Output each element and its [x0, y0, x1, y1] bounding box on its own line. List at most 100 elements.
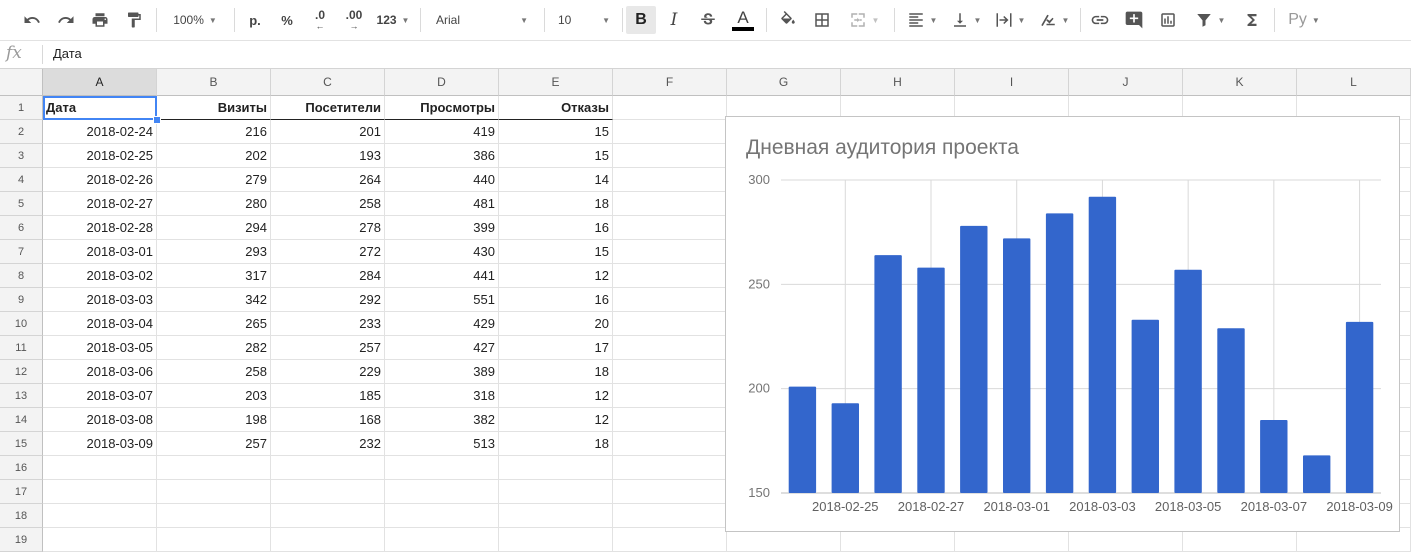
empty-cell[interactable]	[613, 528, 727, 552]
empty-cell[interactable]	[613, 216, 727, 240]
paint-format-button[interactable]	[120, 6, 148, 34]
formula-input[interactable]: Дата	[53, 46, 82, 61]
table-cell[interactable]: 294	[157, 216, 271, 240]
empty-cell[interactable]	[613, 264, 727, 288]
text-wrap-button[interactable]: ▼	[990, 6, 1030, 34]
empty-cell[interactable]	[613, 336, 727, 360]
row-header[interactable]: 13	[0, 384, 43, 408]
filter-button[interactable]: ▼	[1188, 6, 1232, 34]
more-formats-button[interactable]: 123 ▼	[374, 6, 412, 34]
table-cell[interactable]: 419	[385, 120, 499, 144]
table-cell[interactable]: 2018-03-05	[43, 336, 157, 360]
table-cell[interactable]: 258	[271, 192, 385, 216]
empty-cell[interactable]	[613, 240, 727, 264]
table-cell[interactable]: 17	[499, 336, 613, 360]
table-cell[interactable]: 389	[385, 360, 499, 384]
table-cell[interactable]: 20	[499, 312, 613, 336]
column-header-d[interactable]: D	[385, 69, 499, 96]
table-cell[interactable]: 2018-03-09	[43, 432, 157, 456]
table-cell[interactable]: 399	[385, 216, 499, 240]
table-cell[interactable]: 2018-03-03	[43, 288, 157, 312]
vertical-align-button[interactable]: ▼	[946, 6, 986, 34]
empty-cell[interactable]	[385, 480, 499, 504]
insert-chart-button[interactable]	[1154, 6, 1182, 34]
table-cell[interactable]: 198	[157, 408, 271, 432]
table-cell[interactable]: 18	[499, 192, 613, 216]
table-cell[interactable]: 280	[157, 192, 271, 216]
empty-cell[interactable]	[157, 504, 271, 528]
row-header[interactable]: 9	[0, 288, 43, 312]
table-cell[interactable]: 551	[385, 288, 499, 312]
empty-cell[interactable]	[613, 384, 727, 408]
empty-cell[interactable]	[271, 504, 385, 528]
table-cell[interactable]: 12	[499, 264, 613, 288]
functions-button[interactable]	[1238, 6, 1266, 34]
insert-link-button[interactable]	[1086, 6, 1114, 34]
empty-cell[interactable]	[613, 432, 727, 456]
zoom-select[interactable]: 100% ▼	[164, 6, 226, 34]
column-header-h[interactable]: H	[841, 69, 955, 96]
fill-handle[interactable]	[153, 116, 161, 124]
header-cell[interactable]: Посетители	[271, 96, 385, 120]
table-cell[interactable]: 265	[157, 312, 271, 336]
row-header[interactable]: 7	[0, 240, 43, 264]
empty-cell[interactable]	[499, 504, 613, 528]
empty-cell[interactable]	[157, 456, 271, 480]
empty-cell[interactable]	[499, 456, 613, 480]
column-header-j[interactable]: J	[1069, 69, 1183, 96]
row-header[interactable]: 16	[0, 456, 43, 480]
empty-cell[interactable]	[613, 168, 727, 192]
table-cell[interactable]: 441	[385, 264, 499, 288]
table-cell[interactable]: 272	[271, 240, 385, 264]
decrease-decimals-button[interactable]: .0 ←	[306, 6, 334, 34]
borders-button[interactable]	[808, 6, 836, 34]
strikethrough-button[interactable]	[694, 6, 722, 34]
row-header[interactable]: 6	[0, 216, 43, 240]
table-cell[interactable]: 15	[499, 240, 613, 264]
empty-cell[interactable]	[613, 480, 727, 504]
column-header-f[interactable]: F	[613, 69, 727, 96]
table-cell[interactable]: 2018-03-07	[43, 384, 157, 408]
table-cell[interactable]: 427	[385, 336, 499, 360]
undo-button[interactable]	[18, 6, 46, 34]
table-cell[interactable]: 429	[385, 312, 499, 336]
table-cell[interactable]: 14	[499, 168, 613, 192]
row-header[interactable]: 10	[0, 312, 43, 336]
column-header-a[interactable]: A	[43, 69, 157, 96]
table-cell[interactable]: 2018-03-08	[43, 408, 157, 432]
row-header[interactable]: 8	[0, 264, 43, 288]
empty-cell[interactable]	[613, 96, 727, 120]
row-header[interactable]: 19	[0, 528, 43, 552]
table-cell[interactable]: 168	[271, 408, 385, 432]
merge-cells-button[interactable]: ▼	[842, 6, 886, 34]
empty-cell[interactable]	[613, 288, 727, 312]
row-header[interactable]: 15	[0, 432, 43, 456]
empty-cell[interactable]	[613, 408, 727, 432]
table-cell[interactable]: 317	[157, 264, 271, 288]
header-cell[interactable]: Отказы	[499, 96, 613, 120]
empty-cell[interactable]	[271, 528, 385, 552]
table-cell[interactable]: 216	[157, 120, 271, 144]
bold-button[interactable]: B	[626, 6, 656, 34]
empty-cell[interactable]	[271, 456, 385, 480]
table-cell[interactable]: 318	[385, 384, 499, 408]
empty-cell[interactable]	[613, 192, 727, 216]
table-cell[interactable]: 202	[157, 144, 271, 168]
empty-cell[interactable]	[157, 480, 271, 504]
row-header[interactable]: 14	[0, 408, 43, 432]
table-cell[interactable]: 513	[385, 432, 499, 456]
table-cell[interactable]: 2018-02-28	[43, 216, 157, 240]
header-cell[interactable]: Дата	[43, 96, 157, 120]
empty-cell[interactable]	[157, 528, 271, 552]
chart[interactable]: Дневная аудитория проекта 150 200 250 300 20…	[725, 116, 1400, 532]
column-header-b[interactable]: B	[157, 69, 271, 96]
empty-cell[interactable]	[499, 480, 613, 504]
empty-cell[interactable]	[613, 120, 727, 144]
table-cell[interactable]: 18	[499, 360, 613, 384]
table-cell[interactable]: 293	[157, 240, 271, 264]
table-cell[interactable]: 282	[157, 336, 271, 360]
table-cell[interactable]: 264	[271, 168, 385, 192]
column-header-l[interactable]: L	[1297, 69, 1411, 96]
empty-cell[interactable]	[43, 528, 157, 552]
row-header[interactable]: 4	[0, 168, 43, 192]
